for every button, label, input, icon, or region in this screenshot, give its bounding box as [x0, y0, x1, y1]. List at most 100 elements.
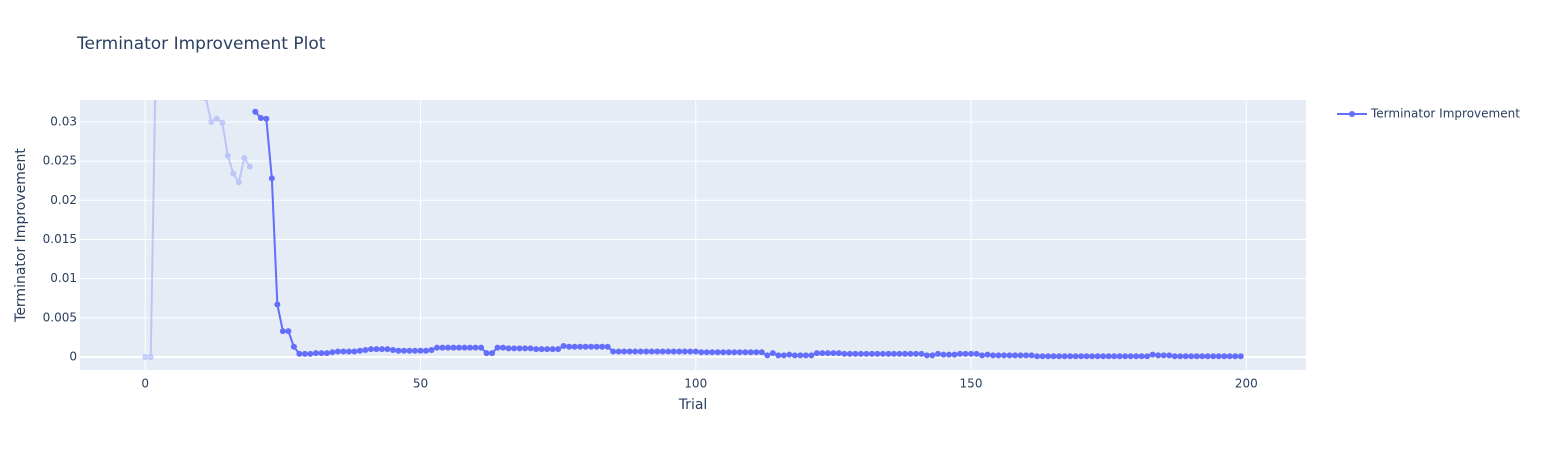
- data-point: [1078, 353, 1085, 360]
- data-point: [307, 350, 314, 357]
- data-point: [456, 344, 463, 351]
- x-tick-label: 50: [413, 377, 428, 391]
- data-point: [940, 351, 947, 358]
- data-point: [687, 348, 694, 355]
- data-point: [1232, 353, 1239, 360]
- data-point: [235, 179, 242, 186]
- data-point: [934, 350, 941, 357]
- data-point: [780, 352, 787, 359]
- data-point: [742, 349, 749, 356]
- data-point: [626, 348, 633, 355]
- data-point: [395, 347, 402, 354]
- data-point: [813, 350, 820, 357]
- data-point: [356, 347, 363, 354]
- data-point: [863, 350, 870, 357]
- data-point: [560, 343, 567, 350]
- data-point: [615, 348, 622, 355]
- data-point: [434, 344, 441, 351]
- data-point: [874, 350, 881, 357]
- data-point: [676, 348, 683, 355]
- data-point: [648, 348, 655, 355]
- data-point: [879, 350, 886, 357]
- data-point: [1215, 353, 1222, 360]
- data-point: [208, 118, 215, 125]
- data-point: [527, 345, 534, 352]
- data-point: [962, 350, 969, 357]
- data-point: [1083, 353, 1090, 360]
- y-tick-label: 0.02: [50, 193, 77, 207]
- data-point: [500, 344, 507, 351]
- legend-label: Terminator Improvement: [1370, 107, 1520, 121]
- data-point: [555, 346, 562, 353]
- data-point: [1050, 353, 1057, 360]
- data-point: [340, 348, 347, 355]
- data-point: [643, 348, 650, 355]
- data-point: [808, 352, 815, 359]
- data-point: [835, 350, 842, 357]
- data-point: [890, 350, 897, 357]
- data-point: [417, 347, 424, 354]
- data-point: [351, 348, 358, 355]
- plot-background: [80, 100, 1306, 370]
- data-point: [263, 115, 270, 122]
- data-point: [428, 346, 435, 353]
- data-point: [549, 346, 556, 353]
- y-tick-label: 0.03: [50, 114, 77, 128]
- data-point: [318, 350, 325, 357]
- legend: Terminator Improvement: [1337, 107, 1520, 121]
- data-point: [268, 175, 275, 182]
- data-point: [577, 343, 584, 350]
- data-point: [764, 352, 771, 359]
- data-point: [538, 346, 545, 353]
- data-point: [968, 350, 975, 357]
- data-point: [1034, 353, 1041, 360]
- data-point: [159, 1, 165, 7]
- data-point: [791, 352, 798, 359]
- data-point: [670, 348, 677, 355]
- data-point: [1237, 353, 1244, 360]
- data-point: [1166, 352, 1173, 359]
- data-point: [945, 351, 952, 358]
- data-point: [731, 349, 738, 356]
- y-tick-label: 0.01: [50, 271, 77, 285]
- x-axis-title: Trial: [678, 397, 708, 413]
- data-point: [725, 349, 732, 356]
- data-point: [1182, 353, 1189, 360]
- data-point: [736, 349, 743, 356]
- data-point: [279, 328, 286, 335]
- data-point: [681, 348, 688, 355]
- data-point: [1221, 353, 1228, 360]
- data-point: [252, 108, 259, 115]
- data-point: [709, 349, 716, 356]
- data-point: [285, 328, 292, 335]
- data-point: [1127, 353, 1134, 360]
- data-point: [637, 348, 644, 355]
- data-point: [786, 351, 793, 358]
- data-point: [362, 346, 369, 353]
- data-point: [929, 352, 936, 359]
- data-point: [1028, 352, 1035, 359]
- data-point: [918, 350, 925, 357]
- data-point: [1100, 353, 1107, 360]
- data-point: [1160, 352, 1167, 359]
- data-point: [142, 353, 149, 360]
- data-point: [901, 350, 908, 357]
- data-point: [1116, 353, 1123, 360]
- data-point: [1155, 352, 1162, 359]
- x-tick-label: 100: [684, 377, 707, 391]
- data-point: [990, 352, 997, 359]
- data-point: [868, 350, 875, 357]
- y-tick-label: 0.005: [43, 310, 77, 324]
- data-point: [439, 344, 446, 351]
- data-point: [1144, 353, 1151, 360]
- data-point: [334, 348, 341, 355]
- data-point: [984, 351, 991, 358]
- data-point: [301, 350, 308, 357]
- y-tick-label: 0: [69, 349, 77, 363]
- y-axis-title: Terminator Improvement: [13, 148, 29, 323]
- data-point: [378, 346, 385, 353]
- data-point: [230, 170, 237, 177]
- data-point: [472, 344, 479, 351]
- data-point: [522, 345, 529, 352]
